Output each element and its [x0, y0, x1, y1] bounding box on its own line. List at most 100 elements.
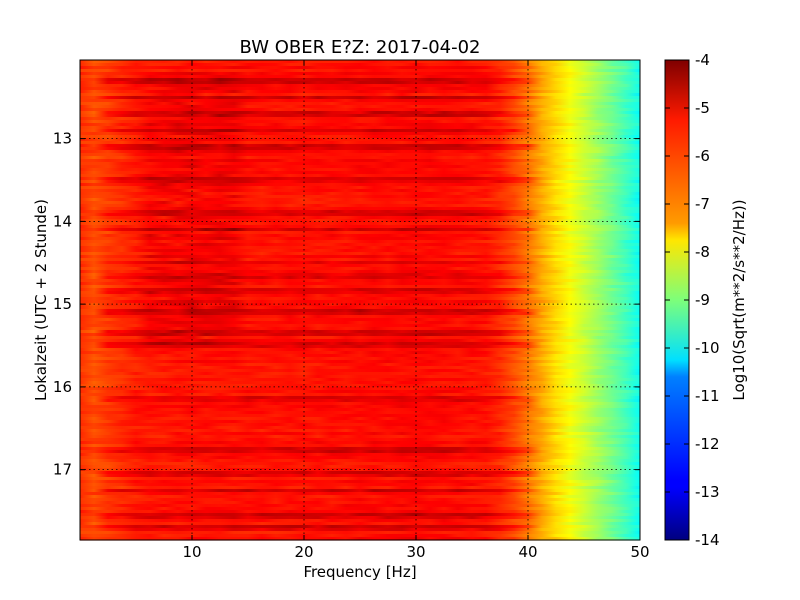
heatmap-row [80, 411, 640, 415]
heatmap-row [80, 72, 640, 76]
heatmap-row [80, 474, 640, 478]
heatmap-row [80, 81, 640, 85]
heatmap-row [80, 123, 640, 127]
heatmap-row [80, 351, 640, 355]
heatmap-row [80, 324, 640, 328]
heatmap-row [80, 522, 640, 526]
heatmap-row [80, 372, 640, 376]
heatmap-row [80, 480, 640, 484]
heatmap-row [80, 198, 640, 202]
heatmap-row [80, 516, 640, 520]
heatmap-row [80, 210, 640, 214]
heatmap-row [80, 285, 640, 289]
colorbar-tick-label: -11 [695, 387, 720, 405]
heatmap-row [80, 135, 640, 139]
heatmap-row [80, 228, 640, 232]
heatmap-row [80, 309, 640, 313]
heatmap-row [80, 435, 640, 439]
heatmap-row [80, 447, 640, 451]
heatmap-row [80, 207, 640, 211]
heatmap-row [80, 150, 640, 154]
heatmap-row [80, 243, 640, 247]
colorbar-tick-label: -8 [695, 243, 710, 261]
heatmap-row [80, 471, 640, 475]
heatmap-row [80, 234, 640, 238]
heatmap-row [80, 132, 640, 136]
heatmap-row [80, 288, 640, 292]
heatmap-row [80, 159, 640, 163]
heatmap-row [80, 276, 640, 280]
heatmap-row [80, 87, 640, 91]
x-tick-label: 10 [182, 543, 201, 561]
heatmap-row [80, 189, 640, 193]
heatmap-row [80, 180, 640, 184]
y-axis: 13 14 15 16 17 [53, 130, 640, 479]
heatmap-row [80, 156, 640, 160]
heatmap-row [80, 240, 640, 244]
heatmap-row [80, 348, 640, 352]
colorbar-tick-label: -12 [695, 435, 720, 453]
heatmap-row [80, 378, 640, 382]
heatmap-row [80, 399, 640, 403]
colorbar-tick-label: -14 [695, 531, 720, 549]
heatmap-row [80, 507, 640, 511]
heatmap-row [80, 375, 640, 379]
heatmap-row [80, 327, 640, 331]
grid-lines [80, 60, 640, 540]
x-tick-label: 20 [294, 543, 313, 561]
heatmap-row [80, 504, 640, 508]
heatmap-row [80, 510, 640, 514]
colorbar-tick-label: -10 [695, 339, 720, 357]
heatmap-row [80, 108, 640, 112]
heatmap-row [80, 183, 640, 187]
heatmap-row [80, 120, 640, 124]
heatmap-row [80, 495, 640, 499]
heatmap-row [80, 126, 640, 130]
heatmap-row [80, 381, 640, 385]
heatmap-row [80, 114, 640, 118]
heatmap-row [80, 357, 640, 361]
colorbar-tick-label: -13 [695, 483, 720, 501]
heatmap-row [80, 222, 640, 226]
heatmap-row [80, 144, 640, 148]
heatmap-row [80, 318, 640, 322]
heatmap-row [80, 147, 640, 151]
spectrogram-heatmap [80, 60, 640, 541]
y-tick-label: 14 [53, 212, 72, 230]
heatmap-row [80, 96, 640, 100]
heatmap-row [80, 264, 640, 268]
heatmap-row [80, 528, 640, 532]
heatmap-row [80, 297, 640, 301]
heatmap-row [80, 498, 640, 502]
heatmap-row [80, 129, 640, 133]
heatmap-row [80, 258, 640, 262]
heatmap-row [80, 192, 640, 196]
heatmap-row [80, 369, 640, 373]
heatmap-row [80, 141, 640, 145]
heatmap-row [80, 441, 640, 445]
heatmap-row [80, 279, 640, 283]
heatmap-row [80, 315, 640, 319]
heatmap-row [80, 195, 640, 199]
heatmap-row [80, 402, 640, 406]
heatmap-row [80, 267, 640, 271]
heatmap-row [80, 453, 640, 457]
heatmap-row [80, 138, 640, 142]
heatmap-row [80, 492, 640, 496]
x-axis: 10 20 30 40 50 [182, 60, 650, 561]
heatmap-row [80, 456, 640, 460]
heatmap-row [80, 225, 640, 229]
heatmap-row [80, 186, 640, 190]
colorbar: -4 -5 -6 -7 -8 -9 -10 -11 -12 -13 -14 Log10(Sqrt(m… [664, 51, 748, 549]
colorbar-tick-label: -7 [695, 195, 710, 213]
heatmap-row [80, 525, 640, 529]
heatmap-row [80, 117, 640, 121]
heatmap-row [80, 501, 640, 505]
heatmap-row [80, 249, 640, 253]
heatmap-row [80, 171, 640, 175]
heatmap-row [80, 387, 640, 391]
heatmap-row [80, 363, 640, 367]
heatmap-row [80, 75, 640, 79]
heatmap-row [80, 312, 640, 316]
heatmap-row [80, 360, 640, 364]
